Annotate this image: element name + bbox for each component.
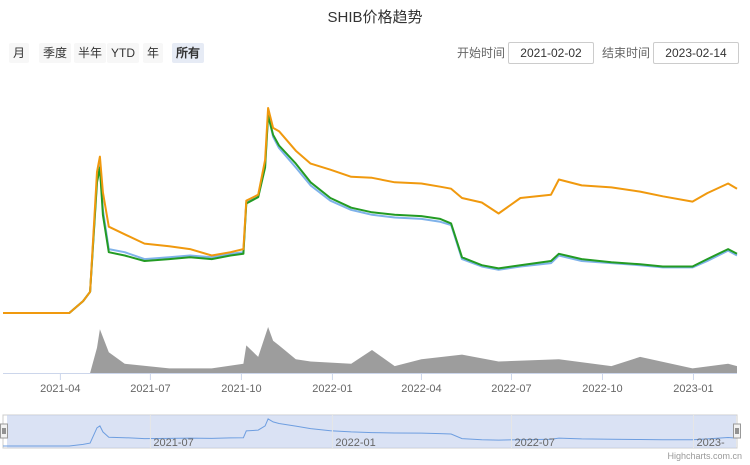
navigator-tick-label: 2022-01 bbox=[335, 437, 375, 449]
x-tick-label: 2021-04 bbox=[40, 383, 80, 395]
navigator-tick-label: 2022-07 bbox=[514, 437, 554, 449]
x-tick-label: 2021-07 bbox=[130, 383, 170, 395]
range-button-quarter[interactable]: 季度 bbox=[39, 43, 72, 63]
volume-area bbox=[3, 327, 737, 373]
price-series-0 bbox=[3, 107, 738, 314]
range-button-month[interactable]: 月 bbox=[9, 43, 30, 63]
range-button-halfyear[interactable]: 半年 bbox=[74, 43, 107, 63]
x-tick-label: 2022-07 bbox=[491, 383, 531, 395]
x-axis: 2021-04 2021-07 2021-10 2022-01 2022-04 2022-… bbox=[40, 373, 714, 395]
price-series-1 bbox=[3, 113, 738, 314]
navigator[interactable]: 2021-07 2022-01 2022-07 2023- bbox=[0, 414, 741, 449]
x-tick-label: 2022-04 bbox=[401, 383, 441, 395]
price-series-2 bbox=[3, 114, 738, 314]
navigator-axis: 2021-07 2022-01 2022-07 2023- bbox=[149, 415, 725, 449]
navigator-series bbox=[3, 418, 738, 447]
navigator-tick-label: 2021-07 bbox=[153, 437, 193, 449]
navigator-handle-left[interactable] bbox=[0, 423, 8, 439]
navigator-tick-label: 2023- bbox=[696, 437, 724, 449]
price-lines bbox=[3, 107, 738, 314]
end-date-input[interactable]: 2023-02-14 bbox=[653, 42, 739, 64]
x-tick-label: 2022-10 bbox=[582, 383, 622, 395]
x-tick-label: 2021-10 bbox=[221, 383, 261, 395]
range-button-year[interactable]: 年 bbox=[143, 43, 164, 63]
navigator-handle-right[interactable] bbox=[733, 423, 741, 439]
volume-area-path bbox=[3, 327, 737, 373]
navigator-mask[interactable] bbox=[7, 415, 736, 448]
navigator-line bbox=[3, 418, 738, 447]
end-date-label: 结束时间 bbox=[602, 46, 651, 60]
range-button-all[interactable]: 所有 bbox=[172, 43, 205, 63]
x-tick-label: 2023-01 bbox=[673, 383, 713, 395]
start-date-input[interactable]: 2021-02-02 bbox=[508, 42, 594, 64]
x-tick-label: 2022-01 bbox=[312, 383, 352, 395]
range-button-ytd[interactable]: YTD bbox=[107, 43, 139, 63]
credits-link[interactable]: Highcharts.com.cn bbox=[667, 451, 742, 461]
chart-title: SHIB价格趋势 bbox=[327, 9, 423, 26]
start-date-label: 开始时间 bbox=[457, 46, 506, 60]
